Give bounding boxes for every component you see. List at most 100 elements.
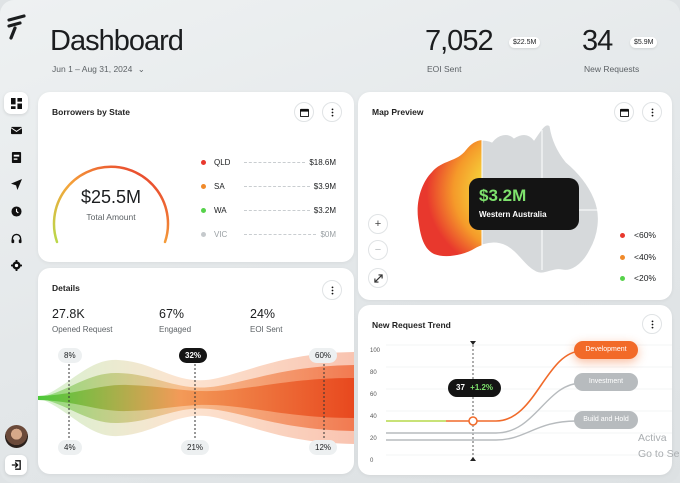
grid-lines bbox=[386, 344, 672, 456]
kpi-eoi-sent: 7,052 $22.5M EOI Sent bbox=[425, 25, 541, 74]
legend-dot bbox=[620, 254, 625, 260]
calendar-icon bbox=[299, 108, 309, 117]
top-pill-2: 32% bbox=[179, 348, 208, 363]
zoom-in-button[interactable]: + bbox=[368, 214, 388, 234]
nav-settings[interactable] bbox=[4, 254, 28, 276]
legend-dot bbox=[620, 275, 625, 281]
callout-value: 37 bbox=[456, 383, 465, 392]
calendar-button[interactable] bbox=[294, 102, 314, 122]
leader-line bbox=[244, 186, 310, 187]
map-legend-item-high: <60% bbox=[620, 230, 656, 240]
y-tick: 0 bbox=[370, 458, 374, 464]
state-row-wa: WA $3.2M bbox=[201, 206, 336, 215]
nav-dashboard[interactable] bbox=[4, 92, 28, 114]
series-investment bbox=[386, 382, 583, 434]
status-dot bbox=[201, 232, 206, 237]
user-avatar[interactable] bbox=[5, 425, 28, 448]
kpi-label: EOI Sent bbox=[427, 64, 462, 74]
nav-history[interactable] bbox=[4, 200, 28, 222]
legend-label: <40% bbox=[634, 252, 656, 262]
zoom-out-button[interactable]: − bbox=[368, 240, 388, 260]
card-title: New Request Trend bbox=[372, 320, 451, 330]
activation-watermark: Activa Go to Se bbox=[638, 430, 679, 462]
more-vertical-icon bbox=[331, 107, 333, 117]
series-build-and-hold bbox=[386, 420, 582, 441]
card-title: Map Preview bbox=[372, 107, 424, 117]
stat-opened-request: 27.8K Opened Request bbox=[52, 307, 113, 334]
bottom-pill-1: 4% bbox=[58, 440, 82, 455]
state-value: $3.9M bbox=[313, 182, 336, 191]
state-name: WA bbox=[214, 206, 227, 215]
borrowers-card: Borrowers by State $25.5M Total Amount Q… bbox=[38, 92, 354, 262]
expand-icon bbox=[373, 273, 383, 283]
watermark-line: Go to Se bbox=[638, 448, 680, 460]
top-pill-1: 8% bbox=[58, 348, 82, 363]
status-dot bbox=[201, 184, 206, 189]
trend-callout: 37 +1.2% bbox=[448, 379, 502, 397]
stat-value: 67% bbox=[159, 307, 185, 321]
nav-mail[interactable] bbox=[4, 119, 28, 141]
mail-icon bbox=[10, 126, 22, 134]
leader-line bbox=[244, 234, 317, 235]
minus-icon: − bbox=[374, 244, 382, 256]
state-name: VIC bbox=[214, 230, 228, 239]
kpi-label: New Requests bbox=[584, 64, 640, 74]
logout-icon bbox=[11, 460, 21, 470]
y-tick: 80 bbox=[370, 370, 377, 376]
series-label-build-and-hold[interactable]: Build and Hold bbox=[574, 411, 638, 429]
funnel-flow-chart bbox=[38, 348, 354, 448]
tooltip-value: $3.2M bbox=[479, 186, 527, 205]
more-vertical-icon bbox=[651, 319, 653, 329]
y-tick: 40 bbox=[370, 414, 377, 420]
more-vertical-icon bbox=[331, 285, 333, 295]
gauge-value: $25.5M bbox=[80, 187, 142, 207]
gauge-label: Total Amount bbox=[86, 212, 136, 222]
details-card: Details 27.8K Opened Request 67% Engaged… bbox=[38, 268, 354, 474]
nav-contacts[interactable] bbox=[4, 146, 28, 168]
sidebar bbox=[0, 0, 34, 483]
more-button[interactable] bbox=[322, 102, 342, 122]
nav-support[interactable] bbox=[4, 227, 28, 249]
stat-label: Opened Request bbox=[52, 325, 113, 334]
kpi-new-requests: 34 $5.9M New Requests bbox=[582, 25, 658, 74]
state-value: $18.6M bbox=[309, 158, 336, 167]
flow-band-inner bbox=[38, 378, 354, 418]
logout-button[interactable] bbox=[5, 455, 27, 475]
callout-change: +1.2% bbox=[470, 383, 494, 392]
grid-icon bbox=[10, 97, 22, 109]
gauge-arc bbox=[52, 165, 170, 244]
series-label-development[interactable]: Development bbox=[574, 341, 638, 359]
stat-value: 24% bbox=[250, 307, 276, 321]
status-dot bbox=[201, 160, 206, 165]
nav-send[interactable] bbox=[4, 173, 28, 195]
kpi-value: 34 bbox=[582, 25, 613, 57]
clock-icon bbox=[10, 205, 22, 217]
cursor-top-arrow bbox=[470, 341, 476, 345]
card-title: Details bbox=[52, 283, 80, 293]
series-label-investment[interactable]: Investment bbox=[574, 373, 638, 391]
kpi-badge: $22.5M bbox=[509, 37, 541, 48]
more-vertical-icon bbox=[651, 107, 653, 117]
state-value: $3.2M bbox=[313, 206, 336, 215]
state-name: QLD bbox=[214, 158, 231, 167]
state-row-sa: SA $3.9M bbox=[201, 182, 336, 191]
sidebar-nav bbox=[4, 92, 28, 276]
stat-value: 27.8K bbox=[52, 307, 85, 321]
expand-button[interactable] bbox=[368, 268, 388, 288]
state-row-vic: VIC $0M bbox=[201, 230, 336, 239]
stat-engaged: 67% Engaged bbox=[159, 307, 191, 334]
legend-dot bbox=[620, 232, 625, 238]
more-button[interactable] bbox=[642, 314, 662, 334]
more-button[interactable] bbox=[322, 280, 342, 300]
y-tick: 20 bbox=[370, 436, 377, 442]
map-tooltip: $3.2M Western Australia bbox=[469, 178, 579, 230]
send-icon bbox=[10, 178, 22, 190]
more-button[interactable] bbox=[642, 102, 662, 122]
plus-icon: + bbox=[374, 218, 382, 230]
kpi-badge: $5.9M bbox=[630, 37, 658, 48]
cursor-bottom-arrow bbox=[470, 457, 476, 461]
date-range-selector[interactable]: Jun 1 – Aug 31, 2024 ⌄ bbox=[52, 64, 145, 75]
state-row-qld: QLD $18.6M bbox=[201, 158, 336, 167]
calendar-button[interactable] bbox=[614, 102, 634, 122]
